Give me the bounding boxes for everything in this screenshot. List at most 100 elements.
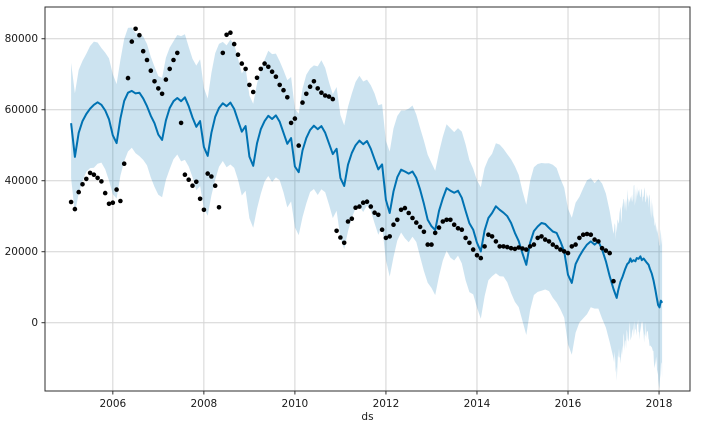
observation-dot	[440, 219, 446, 224]
observation-dot	[133, 26, 138, 32]
observation-dot	[186, 177, 191, 182]
observation-dot	[501, 244, 506, 249]
observation-dot	[216, 205, 222, 210]
observation-dot	[444, 217, 449, 223]
observation-dot	[395, 217, 400, 223]
observation-dot	[228, 30, 233, 35]
observation-dot	[565, 250, 571, 256]
observation-dot	[357, 204, 362, 209]
observation-dot	[285, 95, 290, 100]
observation-dot	[212, 183, 218, 188]
observation-dot	[478, 255, 484, 261]
observation-dot	[121, 161, 127, 166]
observation-dot	[182, 172, 188, 177]
observation-dot	[463, 235, 468, 241]
observation-dot	[391, 222, 396, 227]
y-tick-label: 60000	[5, 104, 38, 116]
observation-dot	[106, 201, 112, 207]
observation-dot	[561, 249, 567, 254]
observation-dot	[584, 231, 590, 237]
observation-dot	[379, 227, 385, 232]
observation-dot	[611, 278, 616, 284]
x-tick-label: 2012	[373, 398, 400, 410]
observation-dot	[235, 52, 241, 57]
observation-dot	[482, 244, 487, 249]
x-tick-label: 2018	[646, 398, 673, 410]
observation-dot	[273, 74, 279, 79]
observation-dot	[178, 120, 184, 126]
forecast-line	[70, 89, 664, 309]
x-tick-label: 2008	[190, 398, 217, 410]
observation-dot	[402, 205, 408, 211]
observation-dot	[190, 183, 195, 188]
observation-dot	[554, 244, 559, 250]
observation-dot	[231, 41, 237, 47]
observation-dot	[577, 235, 582, 241]
observation-dot	[349, 216, 355, 221]
observation-dot	[592, 237, 597, 242]
y-tick-label: 20000	[5, 246, 38, 258]
observation-dot	[156, 86, 161, 91]
observation-dot	[406, 210, 412, 216]
observation-dot	[239, 61, 245, 66]
observation-dot	[220, 50, 226, 56]
observation-dot	[516, 245, 521, 250]
observation-dot	[467, 240, 472, 246]
x-tick-label: 2014	[464, 398, 491, 410]
observation-dot	[288, 120, 294, 126]
observation-dot	[277, 82, 283, 88]
observation-dot	[451, 222, 457, 227]
observation-dot	[84, 176, 89, 182]
observation-dot	[76, 189, 81, 195]
observation-dot	[550, 242, 556, 247]
observation-dot	[304, 91, 309, 97]
observation-dot	[524, 247, 529, 252]
observation-dot	[493, 239, 499, 244]
observation-dot	[508, 245, 514, 251]
observation-dot	[558, 247, 563, 252]
observation-dot	[383, 235, 389, 241]
observation-dot	[311, 79, 317, 84]
observation-dot	[546, 239, 552, 244]
observation-dot	[414, 220, 419, 225]
observation-dot	[497, 244, 503, 249]
observation-dot	[429, 242, 434, 247]
observation-dot	[262, 61, 267, 66]
observation-dot	[118, 198, 123, 204]
observation-dot	[152, 79, 157, 84]
observation-dot	[254, 75, 260, 81]
observation-dot	[372, 210, 377, 215]
observation-dot	[542, 237, 548, 242]
observation-dot	[197, 196, 203, 202]
uncertainty-band	[71, 27, 663, 389]
observation-dot	[269, 69, 275, 74]
observation-dot	[148, 68, 154, 73]
observation-dot	[140, 48, 146, 54]
observation-dot	[421, 229, 427, 235]
observation-dot	[531, 242, 537, 247]
y-tick-label: 80000	[5, 33, 38, 45]
x-tick-label: 2010	[282, 398, 309, 410]
observation-dot	[360, 200, 366, 205]
observation-dot	[599, 245, 605, 251]
observation-dot	[520, 246, 525, 251]
x-tick-label: 2006	[99, 398, 126, 410]
observation-dot	[292, 116, 298, 121]
observation-dot	[417, 224, 423, 230]
observation-dot	[527, 244, 533, 249]
observation-dot	[95, 175, 100, 181]
observation-dot	[539, 234, 544, 239]
observation-dot	[68, 199, 74, 205]
y-tick-label: 40000	[5, 175, 38, 187]
observation-dot	[243, 66, 248, 72]
observation-dot	[368, 204, 374, 209]
observation-dot	[175, 50, 180, 56]
observation-dot	[596, 239, 601, 244]
observation-dot	[505, 244, 510, 250]
observation-dot	[125, 75, 131, 81]
observation-dot	[129, 39, 135, 44]
observation-dot	[364, 199, 370, 204]
observation-dot	[398, 207, 404, 213]
observation-dot	[535, 235, 540, 241]
observation-dot	[432, 230, 438, 236]
